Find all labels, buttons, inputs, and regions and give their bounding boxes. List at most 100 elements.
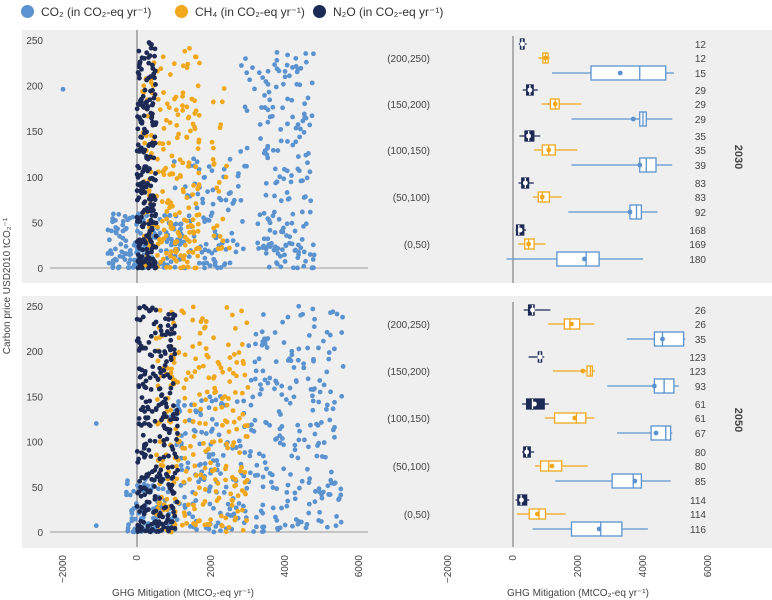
scatter-point-co2 (186, 511, 192, 516)
scatter-point-ch4 (180, 93, 185, 99)
scatter-point-co2 (285, 196, 291, 202)
scatter-point-ch4 (191, 521, 197, 526)
scatter-point-co2 (290, 64, 295, 70)
scatter-point-co2 (253, 341, 258, 347)
box-count-label: 83 (695, 193, 707, 204)
scatter-point-co2 (301, 129, 307, 135)
scatter-point-co2 (193, 409, 199, 415)
scatter-point-ch4 (203, 346, 209, 351)
scatter-point-co2 (177, 221, 183, 227)
scatter-point-ch4 (197, 420, 203, 426)
scatter-point-n2o (152, 197, 158, 202)
scatter-point-ch4 (182, 395, 188, 401)
scatter-point-n2o (161, 442, 167, 448)
scatter-point-n2o (167, 390, 173, 396)
scatter-point-co2 (278, 126, 284, 132)
scatter-point-n2o (169, 326, 175, 332)
scatter-point-co2 (178, 483, 184, 488)
y-tick-label: 250 (26, 302, 43, 313)
scatter-point-n2o (166, 317, 172, 322)
scatter-point-co2 (334, 514, 339, 519)
scatter-point-co2 (333, 523, 339, 529)
box-count-label: 92 (695, 208, 707, 219)
scatter-point-ch4 (190, 249, 196, 255)
scatter-point-ch4 (215, 481, 221, 486)
scatter-point-ch4 (223, 466, 228, 472)
scatter-point-ch4 (206, 375, 212, 381)
scatter-point-ch4 (195, 83, 201, 89)
scatter-point-co2 (291, 265, 296, 271)
scatter-point-ch4 (173, 249, 179, 255)
scatter-point-co2 (324, 369, 330, 375)
scatter-point-co2 (127, 252, 133, 258)
scatter-point-ch4 (223, 174, 229, 180)
scatter-point-co2 (274, 49, 280, 55)
scatter-point-co2 (196, 260, 202, 266)
scatter-point-n2o (146, 55, 151, 60)
scatter-point-co2 (308, 198, 314, 204)
scatter-point-co2 (280, 81, 286, 87)
scatter-point-co2 (310, 256, 316, 262)
scatter-point-co2 (199, 429, 205, 435)
scatter-point-n2o (175, 430, 180, 436)
box-group: (50,100) 83 83 92 (393, 177, 707, 220)
scatter-point-co2 (230, 238, 236, 244)
box-count-label: 29 (695, 100, 707, 111)
scatter-point-co2 (130, 214, 136, 220)
box-category-label: (50,100) (393, 193, 430, 204)
scatter-point-ch4 (192, 402, 198, 408)
scatter-point-ch4 (160, 54, 166, 60)
scatter-point-n2o (147, 352, 153, 358)
scatter-point-co2 (218, 471, 223, 477)
scatter-point-co2 (252, 417, 258, 423)
scatter-point-ch4 (195, 228, 201, 234)
scatter-point-n2o (136, 195, 142, 201)
scatter-point-co2 (210, 187, 216, 193)
scatter-point-co2 (299, 478, 305, 484)
box-group: (150,200) 29 29 29 (387, 84, 707, 127)
scatter-point-co2 (113, 225, 119, 230)
scatter-point-co2 (295, 265, 300, 271)
scatter-point-n2o (137, 523, 142, 529)
scatter-point-co2 (227, 260, 233, 266)
scatter-point-n2o (143, 399, 149, 405)
scatter-point-n2o (146, 234, 151, 240)
scatter-point-ch4 (181, 385, 187, 391)
scatter-point-ch4 (181, 479, 187, 485)
box-count-label: 35 (695, 335, 707, 346)
scatter-point-co2 (174, 517, 180, 523)
scatter-point-co2 (286, 356, 292, 362)
scatter-point-ch4 (184, 134, 189, 140)
scatter-point-ch4 (220, 216, 226, 222)
scatter-point-co2 (206, 452, 212, 458)
x-tick-label-box: −2000 (443, 555, 454, 584)
scatter-point-co2 (309, 80, 315, 86)
scatter-point-ch4 (198, 472, 204, 478)
scatter-point-co2 (298, 178, 304, 184)
scatter-point-ch4 (161, 90, 166, 95)
scatter-point-co2 (265, 216, 271, 222)
scatter-point-ch4 (196, 212, 202, 218)
scatter-point-n2o (147, 398, 153, 404)
scatter-point-co2 (215, 462, 221, 468)
scatter-point-co2 (285, 139, 290, 144)
scatter-point-co2 (248, 449, 253, 454)
scatter-point-ch4 (231, 352, 237, 357)
scatter-point-co2 (265, 68, 271, 74)
scatter-point-co2 (295, 455, 301, 461)
scatter-point-ch4 (197, 60, 202, 66)
scatter-point-co2 (127, 265, 132, 270)
scatter-point-n2o (142, 409, 147, 414)
scatter-point-co2 (223, 197, 229, 203)
scatter-point-n2o (155, 376, 161, 382)
scatter-point-ch4 (178, 253, 184, 258)
scatter-point-ch4 (230, 370, 236, 376)
scatter-point-ch4 (168, 407, 174, 413)
scatter-point-ch4 (166, 140, 172, 146)
scatter-point-n2o (168, 385, 174, 391)
scatter-point-co2 (203, 241, 209, 247)
scatter-point-n2o (136, 456, 142, 462)
scatter-point-co2 (209, 416, 215, 422)
scatter-point-co2 (256, 246, 262, 251)
scatter-point-n2o (151, 95, 157, 101)
